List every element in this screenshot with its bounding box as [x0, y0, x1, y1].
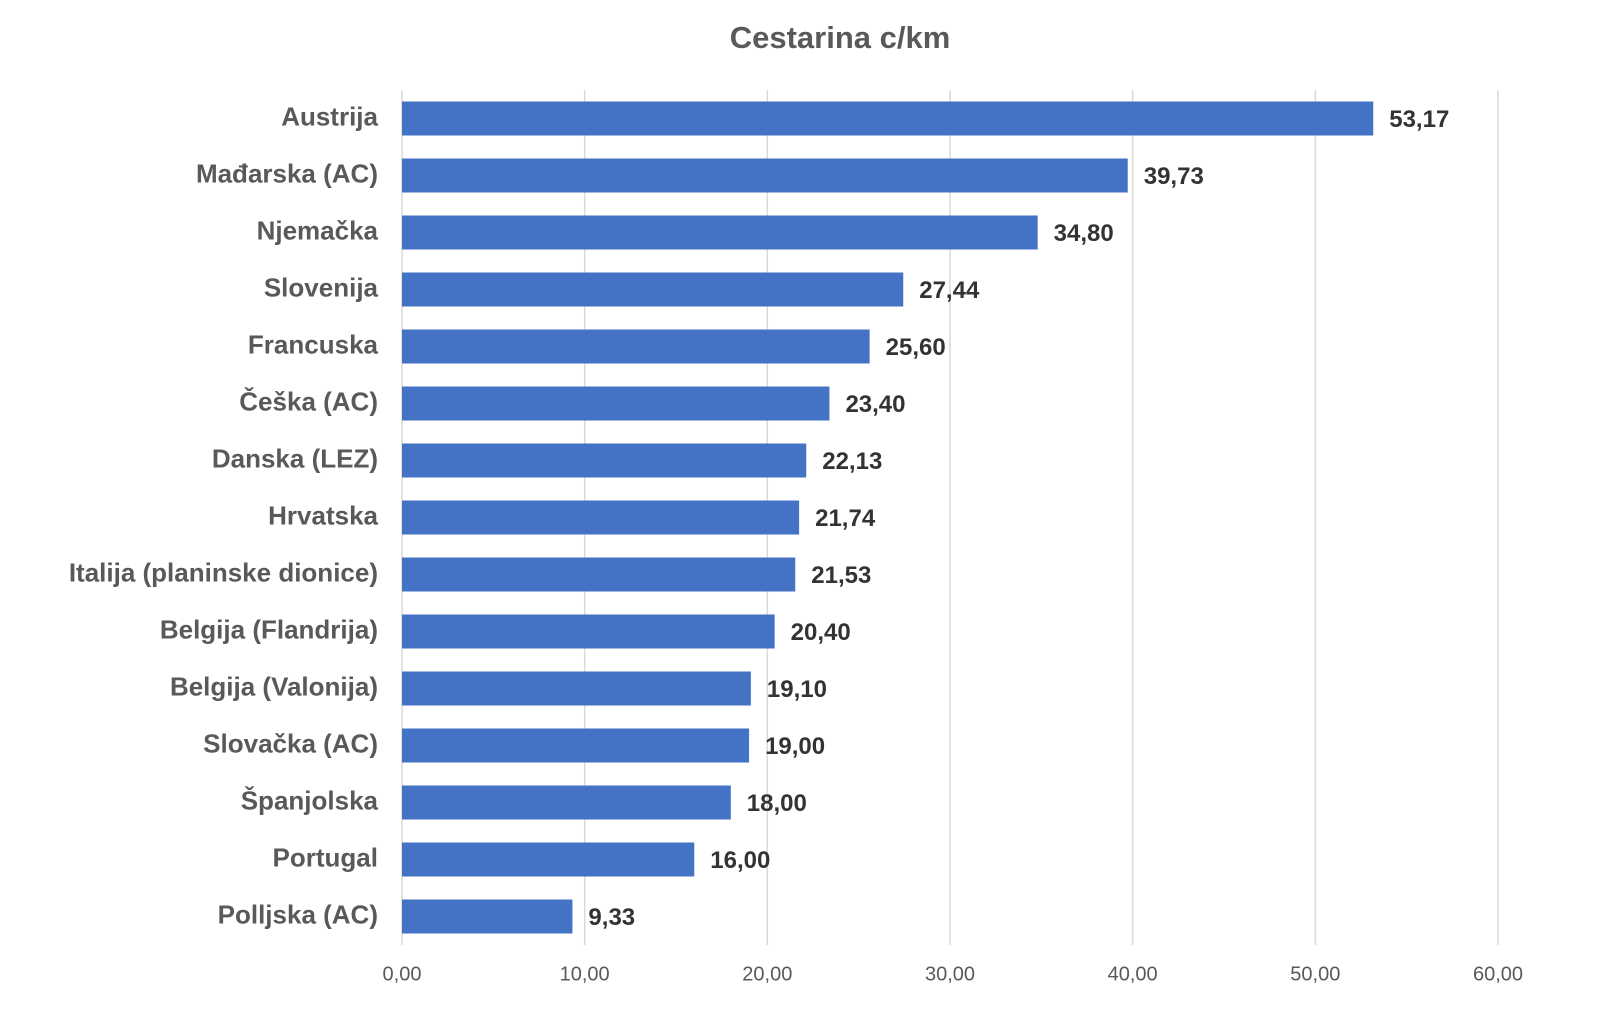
- category-label: Belgija (Flandrija): [160, 614, 378, 644]
- x-tick-label: 10,00: [560, 963, 610, 985]
- bar: [402, 785, 731, 820]
- bar: [402, 329, 870, 364]
- x-tick-label: 30,00: [925, 963, 975, 985]
- bar: [402, 101, 1374, 136]
- value-label: 39,73: [1144, 163, 1204, 190]
- category-label: Francuska: [248, 329, 379, 359]
- value-label: 34,80: [1054, 220, 1114, 247]
- x-tick-label: 60,00: [1473, 963, 1523, 985]
- category-label: Portugal: [273, 842, 378, 872]
- bar: [402, 215, 1038, 250]
- bar: [402, 557, 796, 592]
- value-label: 53,17: [1389, 106, 1449, 133]
- bar: [402, 158, 1128, 193]
- bar: [402, 842, 695, 877]
- category-label: Slovačka (AC): [203, 728, 378, 758]
- bar: [402, 614, 775, 649]
- bar: [402, 899, 573, 934]
- category-label: Hrvatska: [268, 500, 378, 530]
- category-label: Danska (LEZ): [212, 443, 378, 473]
- chart-title: Cestarina c/km: [730, 20, 951, 55]
- bar: [402, 272, 904, 307]
- value-label: 19,00: [765, 733, 825, 760]
- category-label: Italija (planinske dionice): [69, 557, 378, 587]
- category-label: Češka (AC): [239, 386, 378, 416]
- value-label: 21,53: [811, 562, 871, 589]
- value-label: 21,74: [815, 505, 876, 532]
- category-label: Polljska (AC): [218, 899, 378, 929]
- category-label: Austrija: [281, 101, 378, 131]
- bar: [402, 728, 750, 763]
- x-tick-label: 20,00: [742, 963, 792, 985]
- bar: [402, 671, 751, 706]
- value-label: 18,00: [747, 790, 807, 817]
- bar: [402, 386, 830, 421]
- value-label: 9,33: [588, 904, 635, 931]
- value-label: 20,40: [791, 619, 851, 646]
- category-label: Belgija (Valonija): [170, 671, 378, 701]
- value-label: 22,13: [822, 448, 882, 475]
- x-tick-label: 40,00: [1108, 963, 1158, 985]
- value-label: 27,44: [919, 277, 980, 304]
- x-tick-label: 0,00: [383, 963, 422, 985]
- category-label: Mađarska (AC): [196, 158, 378, 188]
- bar: [402, 500, 800, 535]
- x-tick-label: 50,00: [1290, 963, 1340, 985]
- category-label: Španjolska: [241, 785, 379, 815]
- value-label: 23,40: [845, 391, 905, 418]
- value-label: 25,60: [886, 334, 946, 361]
- category-label: Njemačka: [257, 215, 379, 245]
- value-label: 16,00: [710, 847, 770, 874]
- category-label: Slovenija: [264, 272, 379, 302]
- value-label: 19,10: [767, 676, 827, 703]
- bar: [402, 443, 807, 478]
